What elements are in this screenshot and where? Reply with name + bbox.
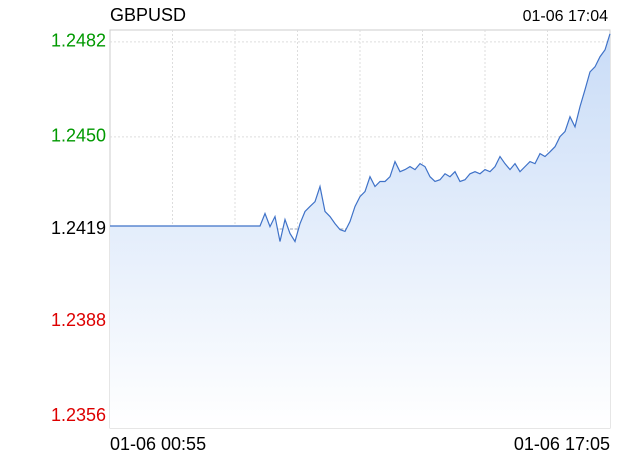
timestamp: 01-06 17:04 <box>523 8 609 25</box>
line <box>110 33 611 243</box>
y-tick-label: 1.2419 <box>51 218 106 238</box>
chart-title: GBPUSD <box>110 5 186 25</box>
y-tick-label: 1.2482 <box>51 31 106 51</box>
y-tick-label: 1.2388 <box>51 310 106 330</box>
y-tick-label: 1.2356 <box>51 405 106 425</box>
y-tick-label: 1.2450 <box>51 126 106 146</box>
area <box>110 33 610 429</box>
x-tick-label: 01-06 00:55 <box>110 434 206 454</box>
x-tick-label: 01-06 17:05 <box>514 434 610 454</box>
